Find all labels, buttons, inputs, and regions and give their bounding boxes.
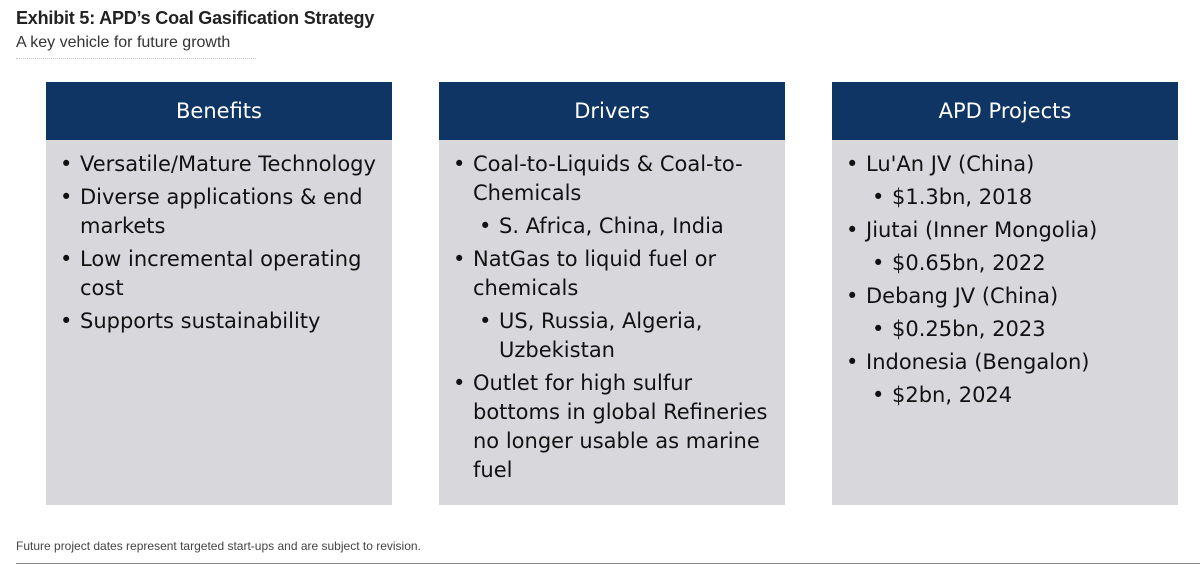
list-item: Coal-to-Liquids & Coal-to-Chemicals	[453, 150, 771, 208]
list-item: Supports sustainability	[60, 307, 378, 336]
list-item: Outlet for high sulfur bottoms in global…	[453, 369, 771, 485]
sub-list-item: S. Africa, China, India	[453, 212, 771, 241]
drivers-heading: Drivers	[439, 82, 785, 140]
list-item: Low incremental operating cost	[60, 245, 378, 303]
sub-list-item: $2bn, 2024	[846, 381, 1164, 410]
sub-list-item: US, Russia, Algeria, Uzbekistan	[453, 307, 771, 365]
apd-projects-list: Lu'An JV (China) $1.3bn, 2018 Jiutai (In…	[832, 140, 1178, 410]
bottom-divider	[16, 563, 1200, 564]
list-item: Debang JV (China)	[846, 282, 1164, 311]
benefits-heading: Benefits	[46, 82, 392, 140]
list-item: Lu'An JV (China)	[846, 150, 1164, 179]
list-item: Versatile/Mature Technology	[60, 150, 378, 179]
benefits-list: Versatile/Mature Technology Diverse appl…	[46, 140, 392, 336]
apd-projects-heading: APD Projects	[832, 82, 1178, 140]
exhibit-title: Exhibit 5: APD’s Coal Gasification Strat…	[16, 8, 375, 28]
title-divider	[16, 58, 256, 59]
footnote: Future project dates represent targeted …	[16, 539, 421, 553]
apd-projects-panel: APD Projects Lu'An JV (China) $1.3bn, 20…	[832, 82, 1178, 505]
list-item: Jiutai (Inner Mongolia)	[846, 216, 1164, 245]
sub-list-item: $0.25bn, 2023	[846, 315, 1164, 344]
sub-list-item: $0.65bn, 2022	[846, 249, 1164, 278]
exhibit-subtitle: A key vehicle for future growth	[16, 34, 231, 51]
list-item: NatGas to liquid fuel or chemicals	[453, 245, 771, 303]
drivers-panel: Drivers Coal-to-Liquids & Coal-to-Chemic…	[439, 82, 785, 505]
sub-list-item: $1.3bn, 2018	[846, 183, 1164, 212]
list-item: Indonesia (Bengalon)	[846, 348, 1164, 377]
list-item: Diverse applications & end markets	[60, 183, 378, 241]
benefits-panel: Benefits Versatile/Mature Technology Div…	[46, 82, 392, 505]
drivers-list: Coal-to-Liquids & Coal-to-Chemicals S. A…	[439, 140, 785, 485]
